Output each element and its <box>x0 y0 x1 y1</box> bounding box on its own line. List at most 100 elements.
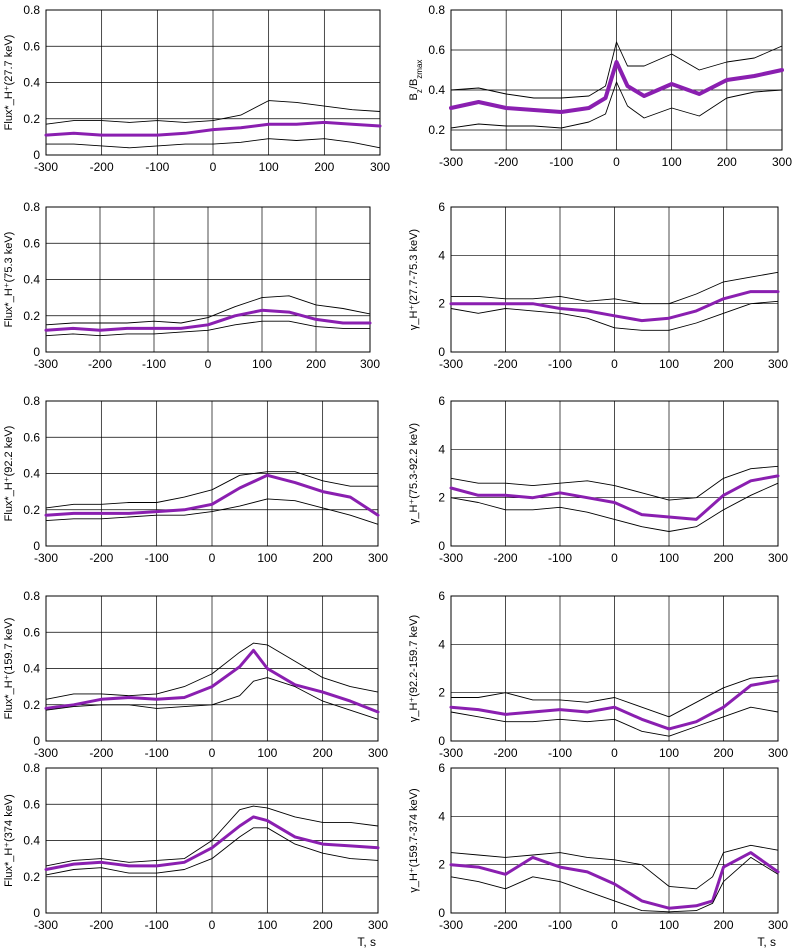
series-upper-line <box>45 805 379 867</box>
y-tick-label: 0.2 <box>23 309 40 323</box>
series-mean-line <box>449 60 784 114</box>
x-tick-label: 0 <box>205 357 212 371</box>
y-tick-label: 0 <box>438 345 445 359</box>
y-tick-label: 6 <box>438 200 445 214</box>
x-tick-label: 300 <box>768 918 788 932</box>
x-tick-label: 100 <box>252 357 272 371</box>
x-tick-label: -300 <box>439 155 463 169</box>
series-lower-line <box>450 300 779 331</box>
y-tick-label: 0.6 <box>23 39 40 53</box>
x-tick-label: -300 <box>34 357 58 371</box>
series-mean-line <box>449 679 780 731</box>
y-tick-label: 0.6 <box>428 43 445 57</box>
series-upper-line <box>450 271 779 305</box>
x-tick-label: 300 <box>768 551 788 565</box>
y-tick-label: 0 <box>438 734 445 748</box>
x-tick-label: -300 <box>439 551 463 565</box>
x-tick-label: -100 <box>548 551 572 565</box>
x-tick-label: 100 <box>659 551 679 565</box>
y-tick-label: 0.8 <box>23 761 40 775</box>
series-lower-line <box>450 856 779 913</box>
y-tick-label: 0.2 <box>428 123 445 137</box>
x-tick-label: -100 <box>549 155 573 169</box>
y-axis-label: Bz/Bzmax <box>408 60 424 101</box>
y-axis-label: Flux*_H⁺(92.2 keV) <box>3 426 15 522</box>
series-lower-line <box>45 827 379 876</box>
x-axis-label: T, s <box>757 935 776 949</box>
series-upper-line <box>45 100 381 125</box>
x-tick-label: 0 <box>611 357 618 371</box>
x-tick-label: 300 <box>768 746 788 760</box>
x-tick-label: -200 <box>90 160 114 174</box>
x-tick-label: 100 <box>659 357 679 371</box>
x-tick-label: 100 <box>257 551 277 565</box>
x-tick-label: 300 <box>772 155 792 169</box>
y-tick-label: 6 <box>438 394 445 408</box>
y-tick-label: 0.4 <box>428 83 445 97</box>
y-axis-label: γ_H⁺(75.3-92.2 keV) <box>408 423 420 524</box>
x-tick-label: -200 <box>494 155 518 169</box>
series-lower-line <box>45 138 381 149</box>
x-tick-label: -300 <box>439 918 463 932</box>
y-tick-label: 2 <box>438 858 445 872</box>
x-tick-label: 300 <box>360 357 380 371</box>
y-tick-label: 0 <box>33 345 40 359</box>
y-tick-label: 2 <box>438 297 445 311</box>
x-tick-label: -100 <box>145 746 169 760</box>
y-axis-label: Flux*_H⁺(27.7 keV) <box>3 35 15 131</box>
y-tick-label: 0.8 <box>23 394 40 408</box>
x-tick-label: -200 <box>89 918 113 932</box>
x-tick-label: 0 <box>611 746 618 760</box>
x-tick-label: 200 <box>717 155 737 169</box>
x-tick-label: -200 <box>493 918 517 932</box>
x-tick-label: 0 <box>209 551 216 565</box>
panel-p_gamma_92_159: -300 -200 -100 0 100 200 300 0 2 4 6 γ_H⁺(92.2-159.… <box>408 589 788 760</box>
y-tick-label: 0.6 <box>23 797 40 811</box>
series-upper-line <box>45 642 379 700</box>
x-tick-label: 200 <box>314 160 334 174</box>
panel-p_gamma_27_75: -300 -200 -100 0 100 200 300 0 2 4 6 γ_H⁺(27.7-75.3… <box>408 200 788 371</box>
x-tick-label: -100 <box>142 357 166 371</box>
x-tick-label: -300 <box>34 160 58 174</box>
x-tick-label: -200 <box>493 746 517 760</box>
series-mean-line <box>44 473 380 517</box>
x-tick-label: 300 <box>370 160 390 174</box>
x-tick-label: -300 <box>34 746 58 760</box>
x-tick-label: -100 <box>548 918 572 932</box>
y-tick-label: 0.6 <box>23 236 40 250</box>
x-tick-label: -300 <box>34 918 58 932</box>
y-axis-label: γ_H⁺(92.2-159.7 keV) <box>408 615 420 722</box>
y-tick-label: 0.8 <box>428 3 445 17</box>
x-tick-label: -200 <box>493 551 517 565</box>
y-tick-label: 0.2 <box>23 698 40 712</box>
y-tick-label: 0.8 <box>23 589 40 603</box>
x-tick-label: 100 <box>659 918 679 932</box>
y-tick-label: 0 <box>33 539 40 553</box>
x-tick-label: 300 <box>368 918 388 932</box>
x-tick-label: -100 <box>548 357 572 371</box>
y-tick-label: 0.4 <box>23 467 40 481</box>
x-tick-label: -200 <box>88 357 112 371</box>
x-tick-label: 200 <box>713 551 733 565</box>
panel-p_gamma_75_92: -300 -200 -100 0 100 200 300 0 2 4 6 γ_H⁺(75.3-92.2… <box>408 394 788 565</box>
series-lower-line <box>450 482 779 532</box>
series-lower-line <box>45 320 371 337</box>
series-lower-line <box>45 677 379 720</box>
series-lower-line <box>45 498 379 525</box>
series-upper-line <box>450 844 779 890</box>
x-tick-label: -100 <box>548 746 572 760</box>
series-upper-line <box>450 465 779 501</box>
x-tick-label: 100 <box>659 746 679 760</box>
x-tick-label: 300 <box>768 357 788 371</box>
x-axis-label: T, s <box>357 935 376 949</box>
x-tick-label: 300 <box>368 746 388 760</box>
y-axis-label: γ_H⁺(27.7-75.3 keV) <box>408 229 420 330</box>
y-tick-label: 0 <box>438 539 445 553</box>
x-tick-label: -200 <box>89 551 113 565</box>
x-tick-label: 300 <box>368 551 388 565</box>
x-tick-label: -100 <box>145 551 169 565</box>
y-tick-label: 4 <box>438 809 445 823</box>
panel-p_gamma_159_374: -300 -200 -100 0 100 200 300 0 2 4 6 γ_H⁺(159.7-374… <box>408 761 788 949</box>
y-tick-label: 0.6 <box>23 625 40 639</box>
